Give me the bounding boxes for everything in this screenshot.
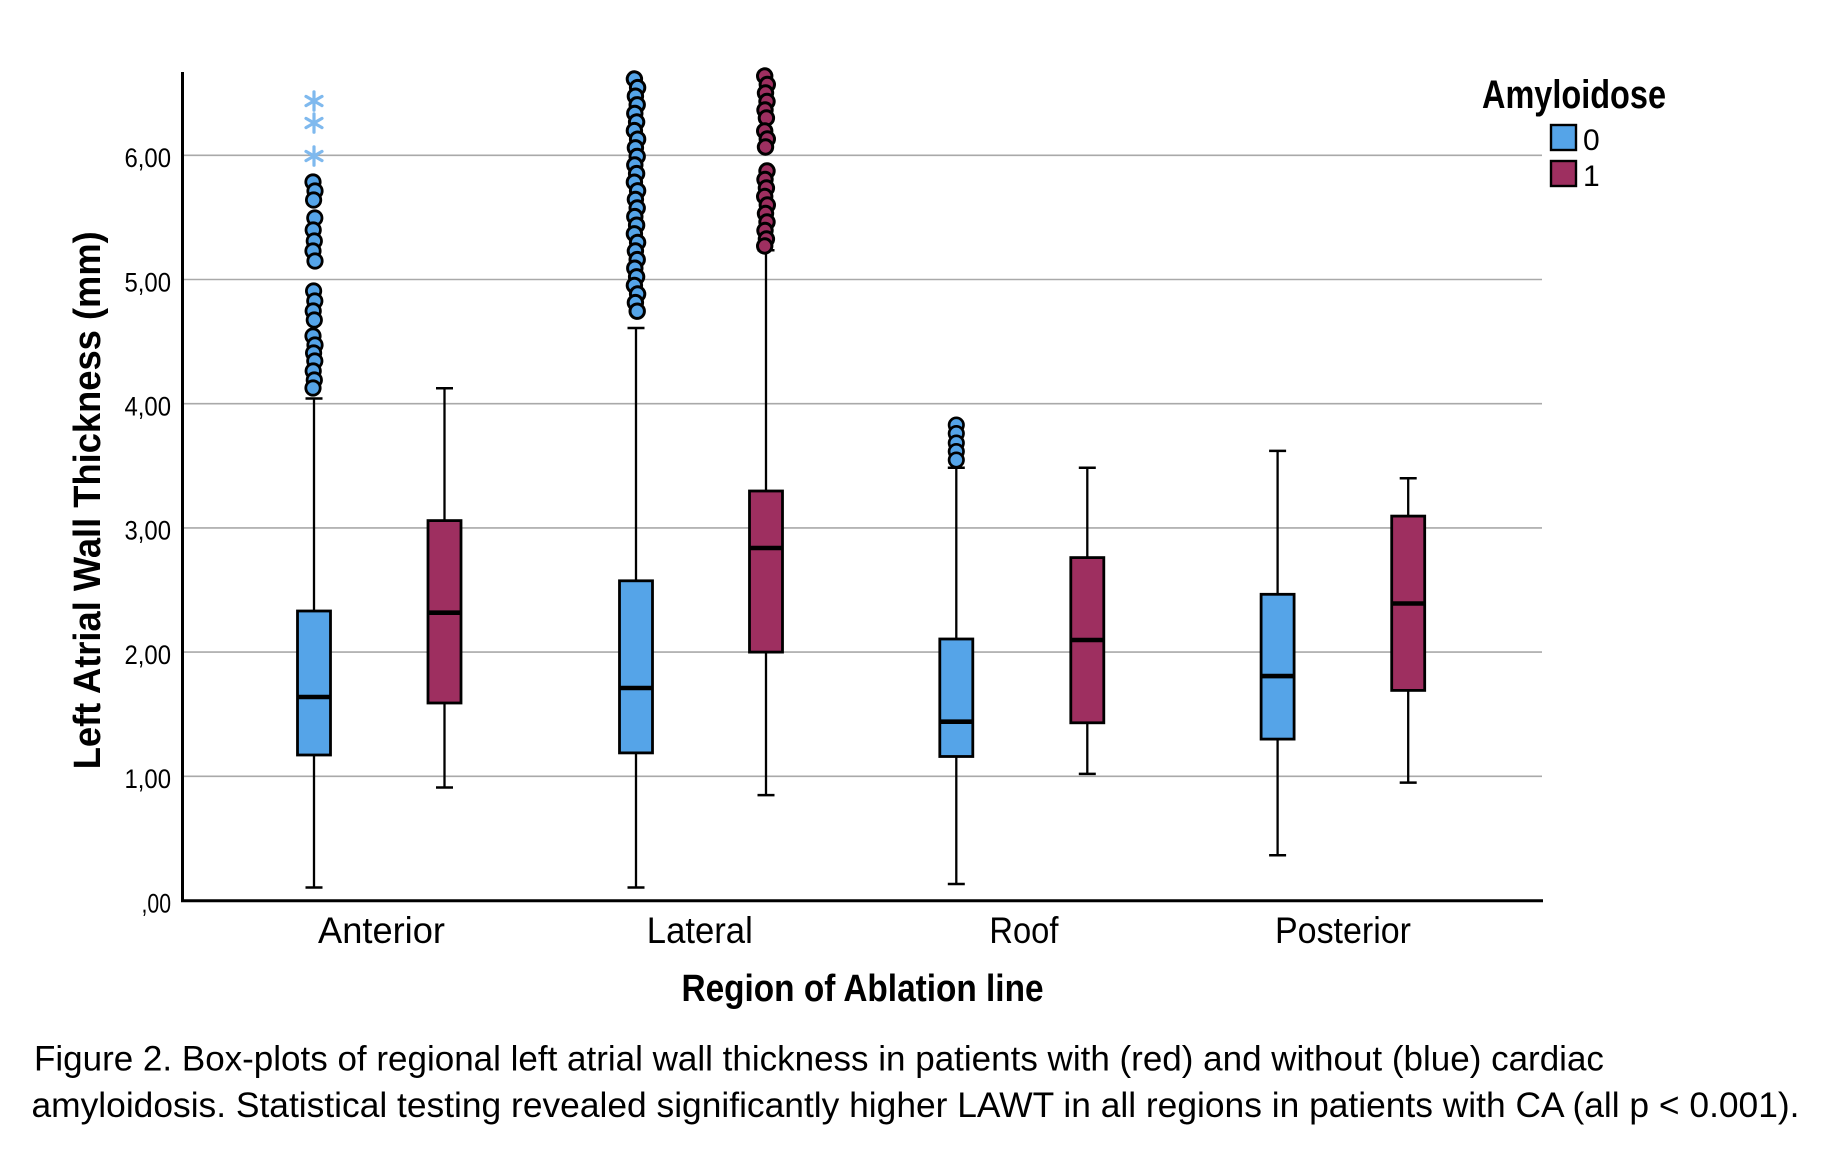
svg-text:Region of Ablation line: Region of Ablation line xyxy=(682,968,1044,1010)
svg-text:Amyloidose: Amyloidose xyxy=(1482,73,1666,117)
svg-text:amyloidosis. Statistical testi: amyloidosis. Statistical testing reveale… xyxy=(32,1086,1800,1125)
svg-text:Anterior: Anterior xyxy=(318,910,445,951)
svg-text:Roof: Roof xyxy=(989,910,1059,951)
svg-text:1: 1 xyxy=(1583,160,1600,193)
svg-text:4,00: 4,00 xyxy=(125,392,172,422)
svg-text:2,00: 2,00 xyxy=(125,640,172,670)
svg-text:1,00: 1,00 xyxy=(125,764,172,794)
svg-text:3,00: 3,00 xyxy=(125,516,172,546)
svg-text:6,00: 6,00 xyxy=(125,143,172,173)
svg-text:0: 0 xyxy=(1583,124,1600,157)
svg-text:Figure 2. Box-plots of regiona: Figure 2. Box-plots of regional left atr… xyxy=(34,1040,1604,1079)
svg-text:5,00: 5,00 xyxy=(125,267,172,297)
svg-text:Posterior: Posterior xyxy=(1275,910,1411,951)
svg-text:Lateral: Lateral xyxy=(647,910,753,951)
svg-text:,00: ,00 xyxy=(142,888,172,918)
svg-text:Left Atrial Wall Thickness (mm: Left Atrial Wall Thickness (mm) xyxy=(67,231,109,769)
